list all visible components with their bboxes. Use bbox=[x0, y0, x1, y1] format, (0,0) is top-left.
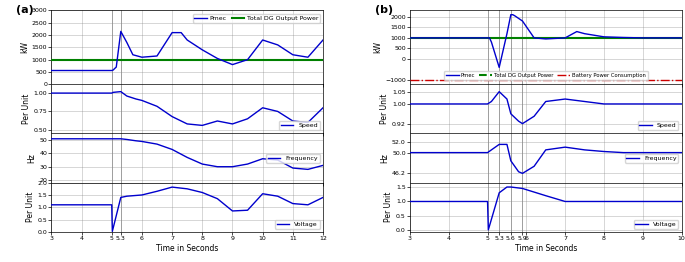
Y-axis label: Per Unit: Per Unit bbox=[384, 192, 393, 222]
Y-axis label: Per Unit: Per Unit bbox=[380, 94, 389, 124]
X-axis label: Time in Seconds: Time in Seconds bbox=[514, 244, 577, 253]
Y-axis label: Hz: Hz bbox=[27, 153, 36, 163]
Y-axis label: Hz: Hz bbox=[380, 153, 389, 163]
Legend: Speed: Speed bbox=[638, 121, 678, 130]
Y-axis label: Per Unit: Per Unit bbox=[25, 192, 34, 222]
Y-axis label: kW: kW bbox=[20, 41, 29, 53]
Legend: Frequency: Frequency bbox=[625, 154, 678, 163]
Text: (a): (a) bbox=[16, 4, 34, 15]
X-axis label: Time in Seconds: Time in Seconds bbox=[156, 244, 219, 253]
Y-axis label: kW: kW bbox=[373, 41, 382, 53]
Legend: Voltage: Voltage bbox=[275, 220, 320, 229]
Legend: Pmec, Total DG Output Power, Battery Power Consumption: Pmec, Total DG Output Power, Battery Pow… bbox=[444, 71, 648, 80]
Legend: Voltage: Voltage bbox=[634, 220, 678, 229]
Legend: Pmec, Total DG Output Power: Pmec, Total DG Output Power bbox=[192, 14, 320, 23]
Y-axis label: Per Unit: Per Unit bbox=[22, 94, 31, 124]
Legend: Frequency: Frequency bbox=[266, 154, 320, 163]
Text: (b): (b) bbox=[375, 4, 393, 15]
Legend: Speed: Speed bbox=[279, 121, 320, 130]
